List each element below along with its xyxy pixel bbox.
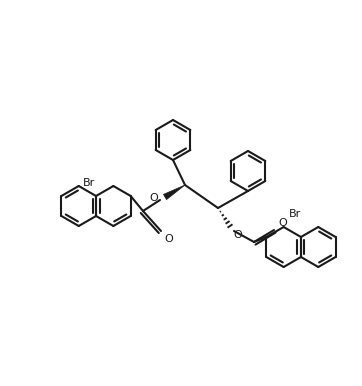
Text: Br: Br: [289, 209, 301, 219]
Text: O: O: [233, 230, 242, 240]
Text: O: O: [278, 218, 287, 228]
Text: O: O: [149, 193, 158, 203]
Polygon shape: [164, 185, 185, 200]
Text: O: O: [164, 234, 173, 244]
Text: Br: Br: [83, 178, 95, 188]
